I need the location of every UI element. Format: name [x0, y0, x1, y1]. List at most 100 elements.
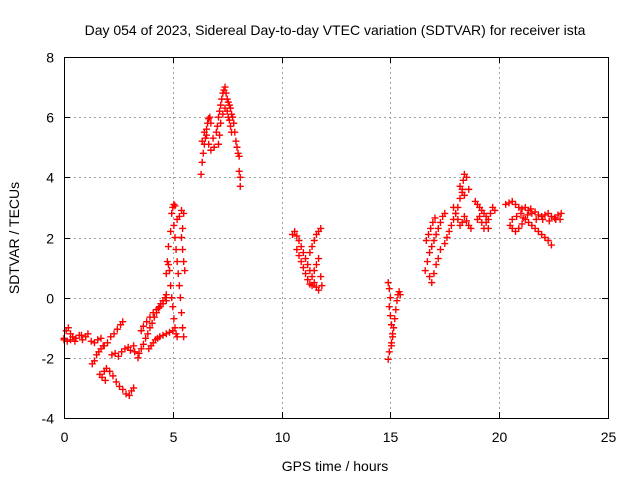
- data-point: [541, 211, 549, 219]
- data-point: [428, 243, 436, 251]
- data-point: [130, 342, 138, 350]
- data-point: [135, 349, 143, 357]
- data-point: [125, 391, 133, 399]
- data-point: [465, 185, 473, 193]
- data-point: [166, 328, 174, 336]
- data-point: [556, 215, 564, 223]
- data-point: [315, 286, 323, 294]
- data-point: [518, 205, 526, 213]
- data-point: [515, 203, 523, 211]
- data-point: [434, 255, 442, 263]
- data-point: [229, 113, 237, 121]
- data-point: [304, 276, 312, 284]
- data-series: [60, 83, 565, 399]
- data-point: [167, 282, 175, 290]
- data-point: [108, 351, 116, 359]
- data-point: [77, 331, 85, 339]
- data-point: [179, 224, 187, 232]
- data-point: [387, 342, 395, 350]
- data-point: [391, 315, 399, 323]
- x-tick-label: 5: [170, 429, 178, 445]
- data-point: [176, 294, 184, 302]
- data-point: [476, 212, 484, 220]
- data-point: [463, 217, 471, 225]
- data-point: [110, 330, 118, 338]
- data-point: [443, 234, 451, 241]
- data-point: [143, 318, 151, 326]
- data-point: [109, 372, 117, 380]
- data-point: [385, 285, 393, 293]
- data-point: [148, 319, 156, 327]
- data-point: [554, 211, 562, 219]
- data-point: [199, 149, 207, 157]
- data-point: [385, 303, 393, 311]
- data-point: [180, 333, 188, 341]
- data-point: [170, 200, 178, 208]
- data-point: [436, 246, 444, 254]
- data-point: [104, 339, 112, 347]
- x-tick-label: 15: [383, 429, 399, 445]
- data-point: [386, 294, 394, 302]
- data-point: [197, 170, 205, 178]
- data-point: [146, 324, 154, 332]
- y-tick-label: -4: [42, 411, 55, 427]
- data-point: [513, 212, 521, 220]
- data-point: [545, 217, 553, 225]
- data-point: [226, 104, 234, 112]
- data-point: [557, 209, 565, 217]
- data-point: [235, 152, 243, 160]
- data-point: [162, 297, 170, 305]
- data-point: [308, 243, 316, 251]
- data-point: [436, 218, 444, 226]
- data-point: [173, 258, 181, 266]
- data-point: [113, 325, 121, 333]
- data-point: [297, 258, 305, 266]
- data-point: [175, 212, 183, 220]
- data-point: [181, 267, 189, 275]
- data-point: [214, 140, 222, 148]
- data-point: [547, 241, 555, 249]
- data-point: [430, 237, 438, 245]
- data-point: [139, 322, 147, 330]
- data-point: [232, 137, 240, 145]
- data-point: [137, 327, 145, 335]
- data-point: [427, 224, 435, 232]
- data-point: [205, 115, 213, 123]
- data-point: [139, 340, 147, 348]
- data-point: [306, 249, 314, 257]
- data-point: [392, 306, 400, 314]
- data-point: [318, 282, 326, 290]
- data-point: [390, 324, 398, 332]
- data-point: [304, 261, 312, 269]
- data-point: [460, 191, 468, 199]
- data-point: [168, 209, 176, 217]
- data-point: [142, 334, 150, 342]
- data-point: [122, 390, 130, 398]
- data-point: [178, 309, 186, 317]
- data-point: [539, 215, 547, 223]
- plot-frame: [64, 57, 609, 419]
- data-point: [502, 200, 510, 208]
- data-point: [528, 209, 536, 217]
- data-point: [219, 110, 227, 118]
- data-point: [236, 182, 244, 190]
- data-point: [430, 270, 438, 278]
- data-point: [164, 243, 172, 251]
- data-point: [302, 255, 310, 263]
- data-point: [179, 324, 187, 332]
- data-point: [167, 227, 175, 235]
- data-point: [173, 333, 181, 341]
- data-point: [198, 158, 206, 166]
- data-point: [302, 270, 310, 278]
- x-tick-label: 10: [275, 429, 291, 445]
- data-point: [209, 134, 217, 142]
- data-point: [170, 315, 178, 323]
- data-point: [421, 267, 429, 275]
- data-point: [312, 261, 320, 269]
- data-point: [310, 237, 318, 245]
- data-point: [523, 211, 531, 219]
- data-point: [71, 337, 79, 345]
- data-point: [454, 215, 462, 223]
- data-point: [299, 264, 307, 272]
